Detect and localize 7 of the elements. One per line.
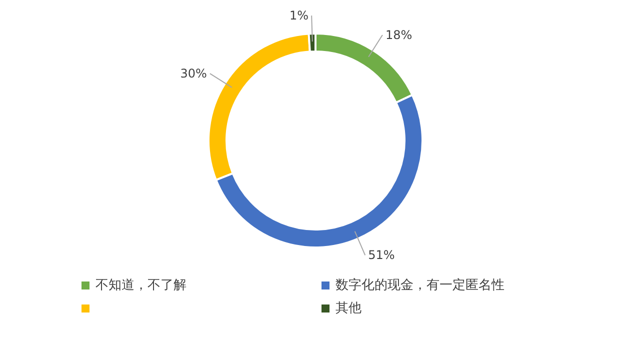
- legend-label: 数字化的现金，有一定匿名性: [336, 277, 504, 293]
- data-label: 30%: [180, 66, 207, 81]
- data-label: 18%: [385, 28, 412, 42]
- legend-label: 其他: [336, 301, 362, 316]
- data-label: 1%: [290, 8, 309, 23]
- legend-label: 不知道，不了解: [96, 278, 186, 293]
- data-label: 51%: [368, 248, 395, 262]
